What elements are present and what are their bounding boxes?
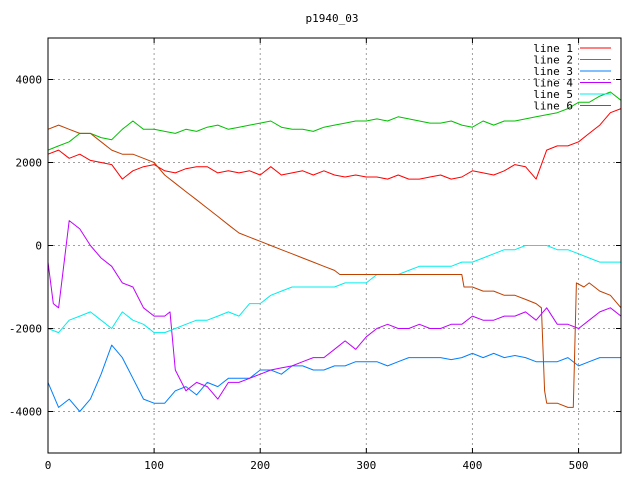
x-tick-label: 400 — [463, 459, 483, 472]
x-tick-label: 500 — [569, 459, 589, 472]
legend-label-1: line 1 — [533, 42, 573, 55]
axis-ticks: 0 100 200 300 400 500 -4000 -2000 0 2000 4000 — [9, 38, 621, 472]
chart-title: p1940_03 — [306, 12, 359, 25]
legend-label-4: line 4 — [533, 77, 573, 90]
grid — [48, 38, 621, 453]
series-line-6 — [47, 124, 622, 408]
series-line-3 — [47, 344, 621, 412]
y-tick-label: 4000 — [16, 74, 43, 87]
series-group — [47, 91, 622, 412]
series-line-5 — [47, 245, 621, 334]
legend-label-5: line 5 — [533, 88, 573, 101]
legend-label-2: line 2 — [533, 54, 573, 67]
series-line-2 — [47, 91, 622, 151]
y-tick-label: -2000 — [9, 323, 42, 336]
x-tick-label: 200 — [250, 459, 270, 472]
legend-label-6: line 6 — [533, 100, 573, 113]
y-tick-label: -4000 — [9, 406, 42, 419]
legend-label-3: line 3 — [533, 65, 573, 78]
y-tick-label: 2000 — [16, 157, 43, 170]
series-line-4 — [47, 220, 622, 400]
y-tick-label: 0 — [35, 240, 42, 253]
x-tick-label: 300 — [356, 459, 376, 472]
x-tick-label: 0 — [45, 459, 52, 472]
series-line-1 — [47, 108, 622, 180]
x-tick-label: 100 — [144, 459, 164, 472]
